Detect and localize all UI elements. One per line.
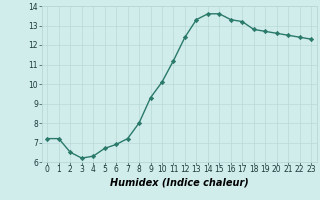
X-axis label: Humidex (Indice chaleur): Humidex (Indice chaleur) [110, 177, 249, 187]
